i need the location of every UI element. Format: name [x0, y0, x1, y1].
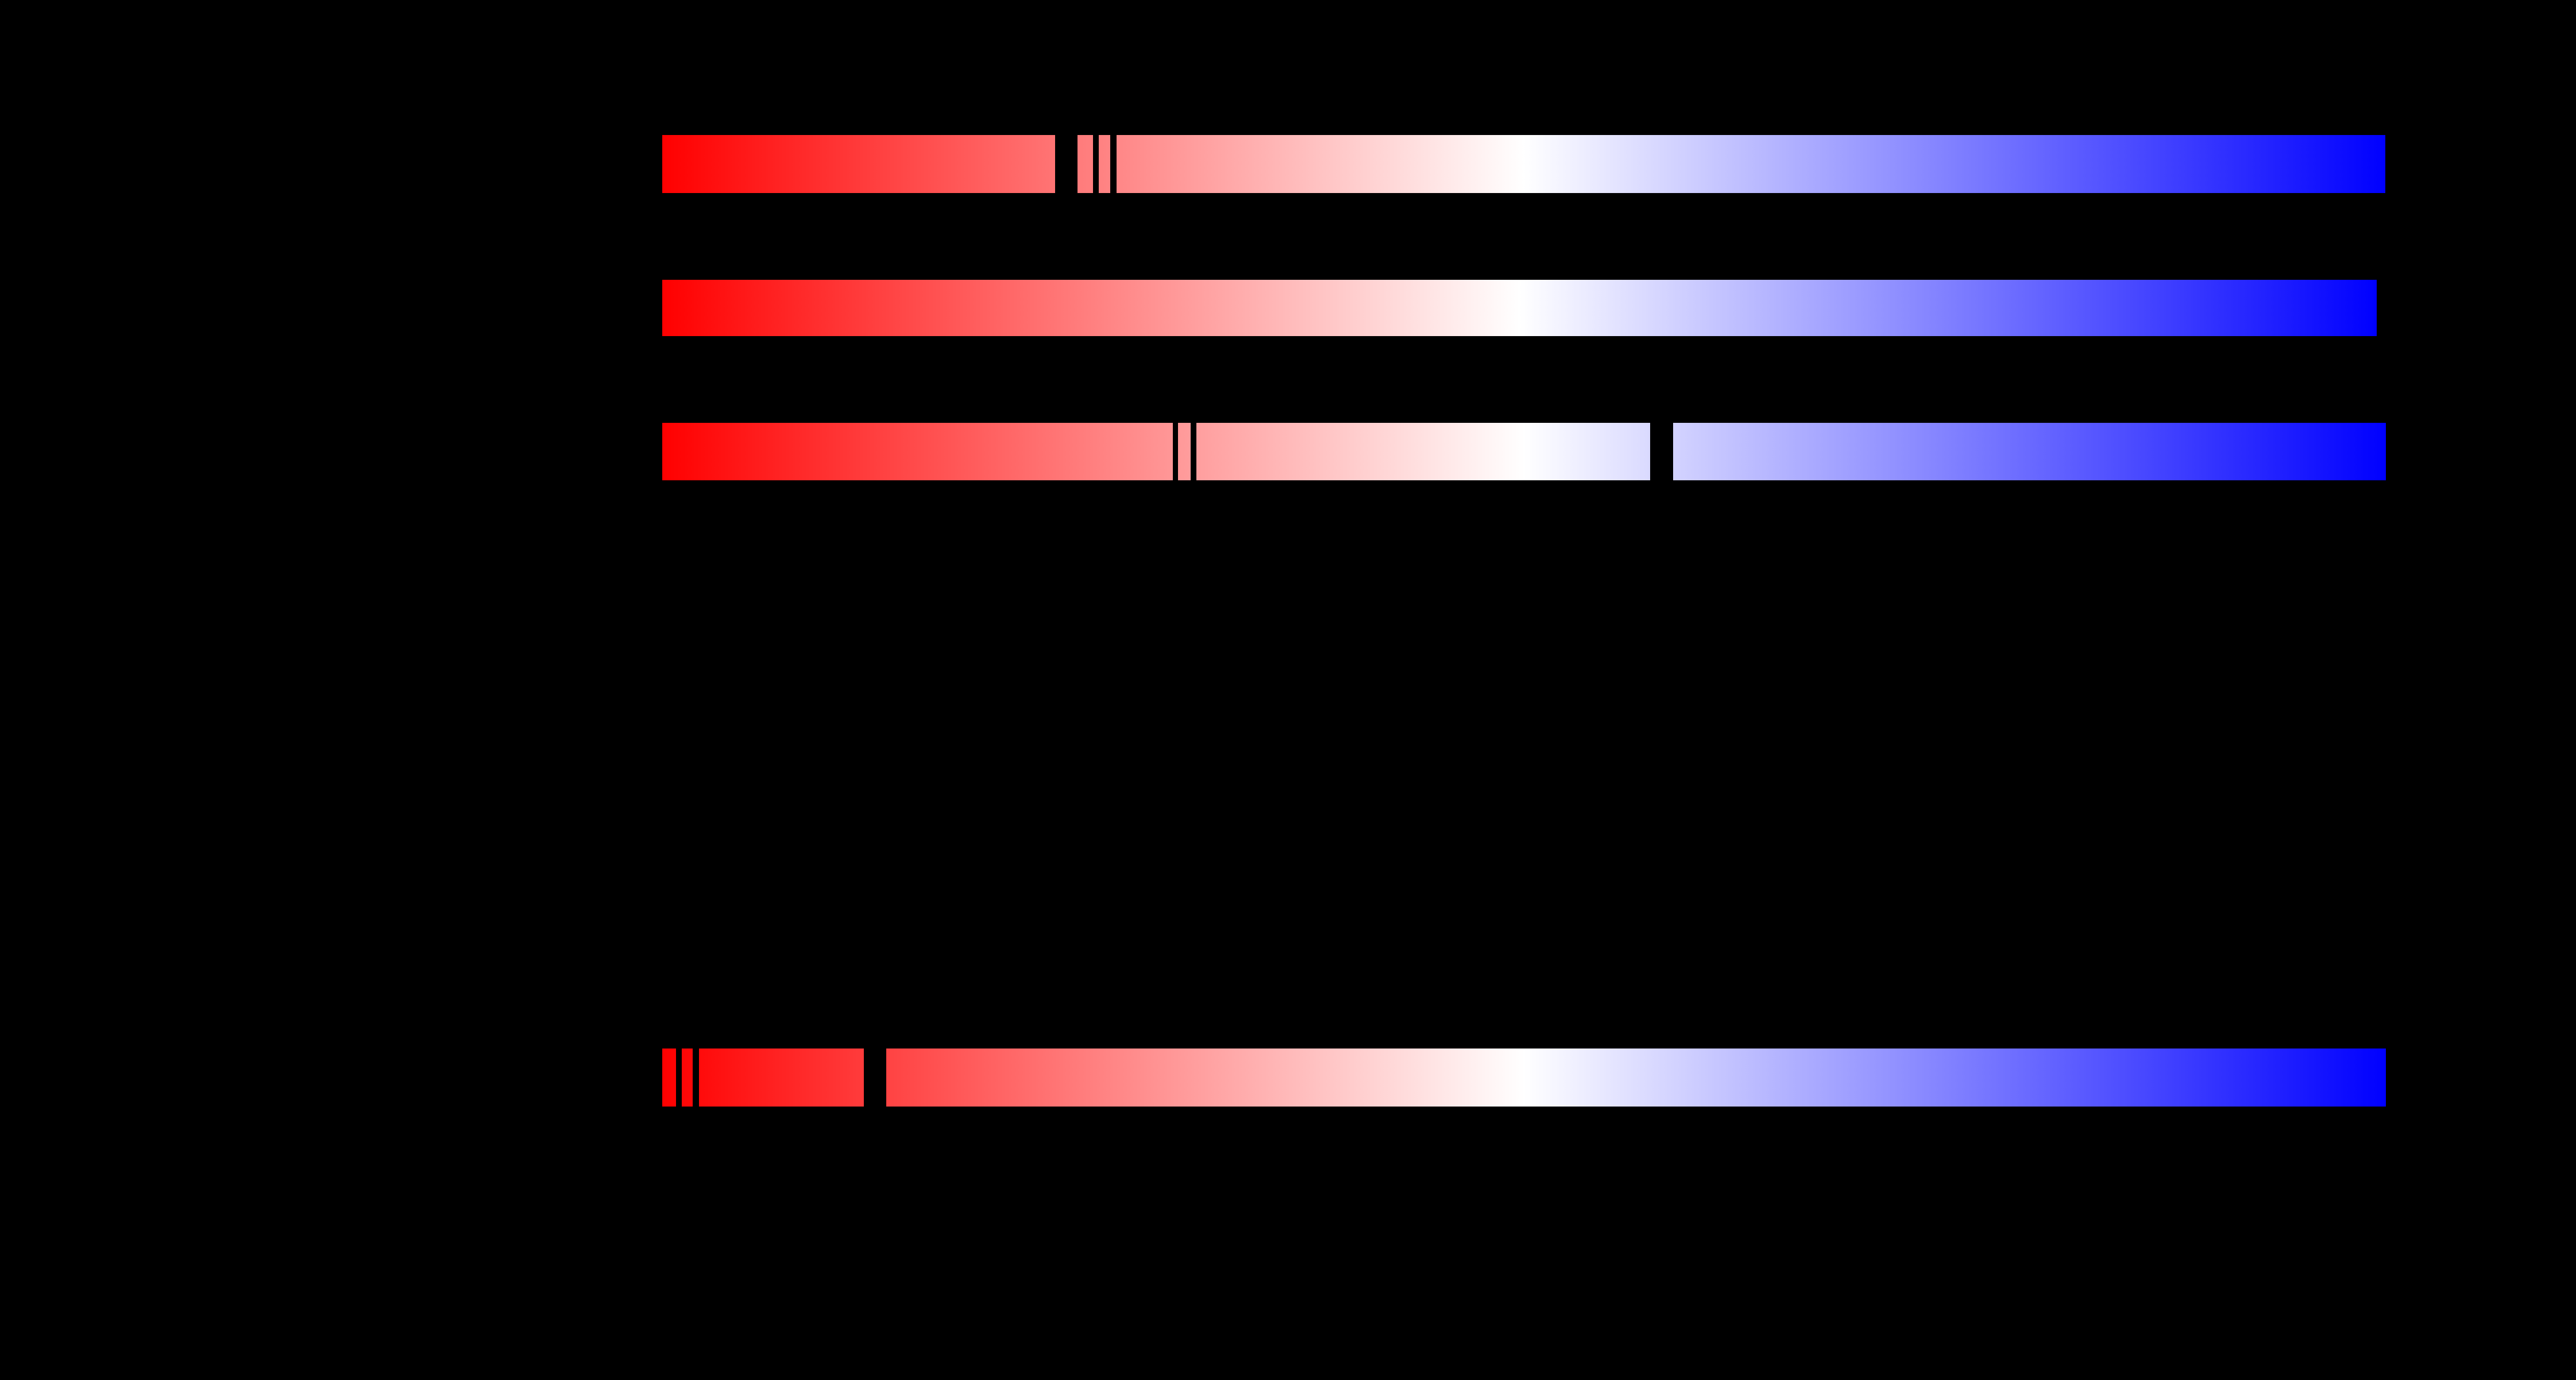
marker-line	[864, 1049, 886, 1107]
marker-line	[1173, 423, 1178, 480]
marker-line	[1110, 135, 1117, 193]
marker-line	[676, 1049, 682, 1107]
marker-line	[693, 1049, 699, 1107]
marker-line	[1093, 135, 1099, 193]
gradient-strip-row-2	[662, 280, 2377, 336]
gradient-strip-row-4	[662, 1049, 2386, 1107]
marker-line	[1650, 423, 1673, 480]
gradient-strip-row-3	[662, 423, 2386, 480]
gradient-strip-row-1	[662, 135, 2385, 193]
marker-line	[1191, 423, 1196, 480]
marker-line	[1055, 135, 1077, 193]
